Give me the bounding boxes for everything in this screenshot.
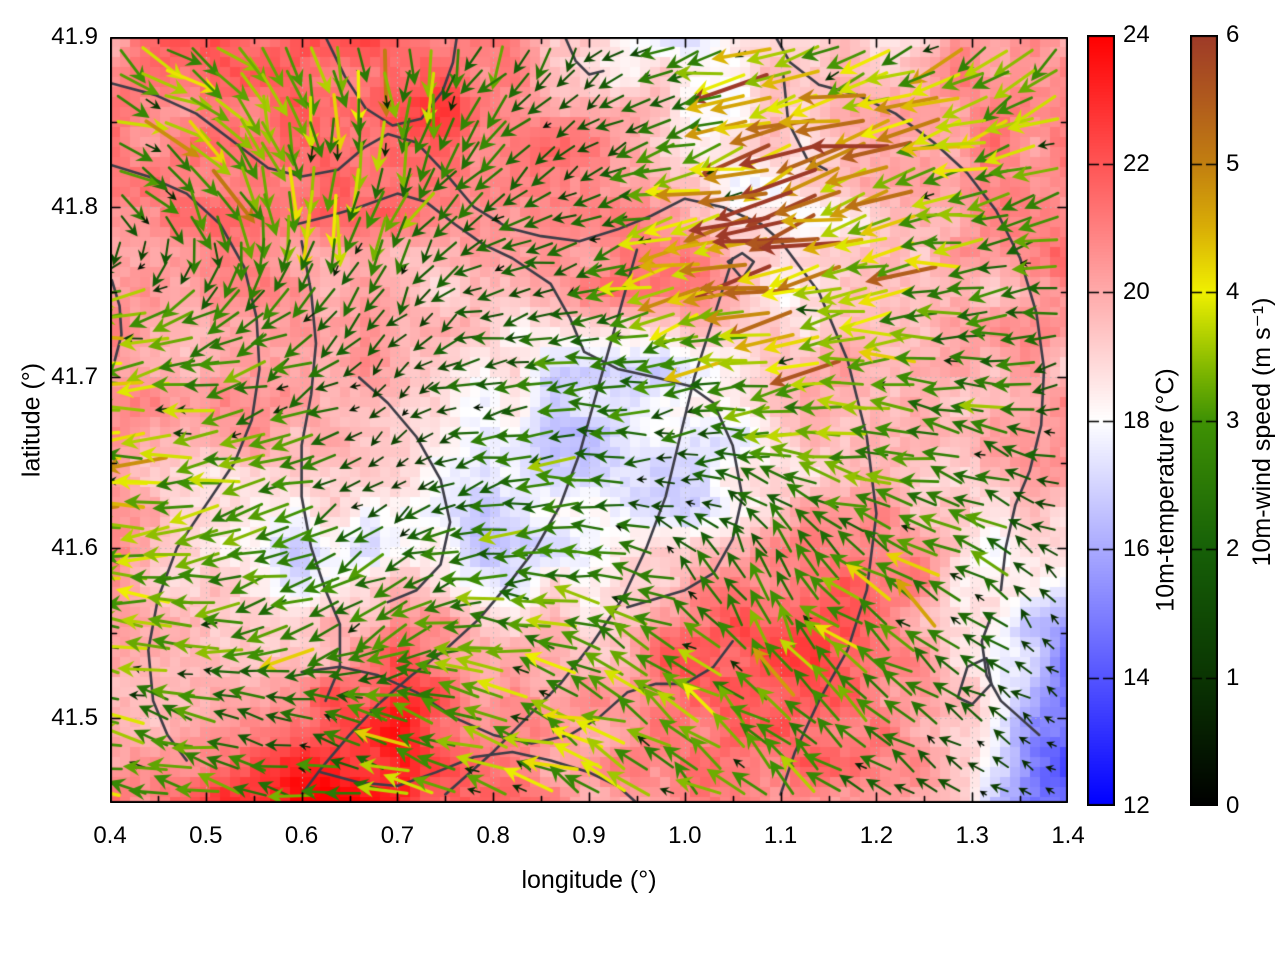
y-axis-title: latitude (°) (17, 362, 46, 478)
y-tick-label: 41.6 (51, 533, 98, 561)
map-canvas (110, 37, 1068, 803)
temperature-colorbar-tick-label: 12 (1123, 792, 1150, 819)
wind-colorbar-tick-label: 2 (1226, 535, 1240, 562)
temperature-colorbar-title: 10m-temperature (°C) (1151, 368, 1180, 612)
x-tick-label: 1.2 (859, 822, 894, 849)
x-tick-label: 0.8 (476, 822, 510, 849)
x-tick-label: 0.5 (189, 822, 223, 849)
wind-colorbar-title: 10m-wind speed (m s⁻¹) (1248, 297, 1276, 567)
wind-colorbar-tick-label: 5 (1226, 149, 1240, 177)
y-tick-label: 41.7 (51, 363, 98, 391)
x-tick-label: 0.6 (284, 822, 319, 849)
wind-colorbar (1190, 35, 1218, 806)
y-tick-label: 41.9 (51, 23, 98, 50)
temperature-colorbar-tick-label: 18 (1123, 406, 1150, 434)
wind-colorbar-tick-label: 3 (1226, 406, 1240, 434)
x-tick-label: 0.7 (380, 822, 415, 849)
wind-colorbar-gradient (1190, 35, 1218, 806)
temperature-colorbar-tick-label: 24 (1123, 21, 1150, 48)
plot-area (110, 37, 1068, 803)
temperature-colorbar-gradient (1087, 35, 1115, 806)
x-tick-label: 1.3 (955, 822, 989, 849)
y-tick-label: 41.8 (51, 193, 98, 221)
x-tick-label: 0.4 (93, 822, 127, 849)
temperature-colorbar-tick-label: 14 (1123, 663, 1150, 691)
temperature-colorbar (1087, 35, 1115, 806)
x-tick-label: 0.9 (572, 822, 606, 849)
wind-colorbar-tick-label: 0 (1226, 792, 1240, 819)
wind-colorbar-tick-label: 4 (1226, 278, 1240, 305)
x-tick-label: 1.1 (763, 822, 798, 849)
temperature-colorbar-tick-label: 20 (1123, 278, 1150, 305)
wind-colorbar-tick-label: 1 (1226, 663, 1240, 691)
y-tick-label: 41.5 (51, 703, 98, 731)
temperature-colorbar-tick-label: 22 (1123, 149, 1150, 177)
x-axis-title: longitude (°) (521, 866, 657, 894)
temperature-colorbar-tick-label: 16 (1123, 535, 1150, 562)
wind-colorbar-tick-label: 6 (1226, 21, 1240, 48)
x-tick-label: 1.0 (668, 822, 702, 849)
x-tick-label: 1.4 (1051, 822, 1085, 849)
